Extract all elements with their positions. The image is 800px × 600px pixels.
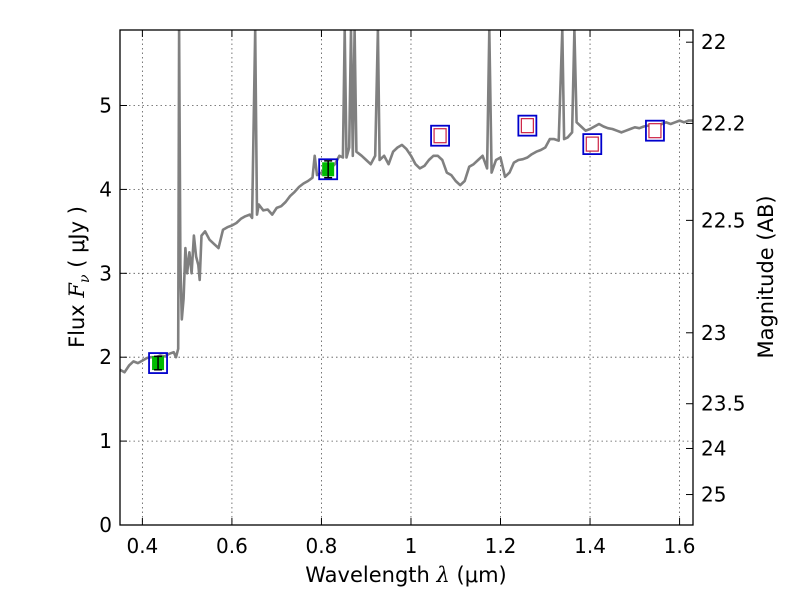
x-axis-label-symbol: λ bbox=[436, 563, 450, 587]
y-tick-label: 4 bbox=[99, 177, 112, 201]
upper-limit-marker bbox=[433, 128, 447, 144]
y2-tick-label: 22 bbox=[701, 30, 726, 54]
y2-tick-label: 25 bbox=[701, 483, 726, 507]
x-tick-label: 1 bbox=[405, 534, 418, 558]
x-axis-label-prefix: Wavelength bbox=[305, 563, 430, 587]
y2-tick-label: 22.2 bbox=[701, 111, 746, 135]
ticks: 0.4 0.6 0.8 1 1.2 1.4 1.60123452222.222.52323.… bbox=[99, 30, 746, 558]
model-photometry-marker bbox=[318, 158, 339, 181]
y2-tick-label: 24 bbox=[701, 436, 726, 460]
y-tick-label: 5 bbox=[99, 94, 112, 118]
y-axis-label-unit: ( μJy ) bbox=[65, 206, 89, 268]
y2-tick-label: 23 bbox=[701, 321, 726, 345]
y-axis-label-subscript: ν bbox=[77, 274, 93, 283]
x-axis-label: Wavelength λ (μm) bbox=[305, 563, 506, 587]
y2-axis-label: Magnitude (AB) bbox=[754, 195, 778, 358]
spectrum-layer bbox=[120, 30, 693, 374]
y2-tick-label: 23.5 bbox=[701, 392, 746, 416]
plot-frame bbox=[119, 29, 694, 526]
photometry-layer bbox=[148, 114, 665, 374]
spectrum-line bbox=[120, 30, 693, 374]
x-tick-label: 1.6 bbox=[664, 534, 696, 558]
y-tick-label: 3 bbox=[99, 261, 112, 285]
y2-tick-label: 22.5 bbox=[701, 208, 746, 232]
grid bbox=[120, 30, 693, 526]
x-tick-label: 0.6 bbox=[216, 534, 248, 558]
upper-limit-marker bbox=[648, 123, 662, 139]
y-axis-label-prefix: Flux bbox=[65, 304, 89, 348]
y-axis-label: Flux Fν ( μJy ) bbox=[65, 206, 93, 348]
y-tick-label: 1 bbox=[99, 429, 112, 453]
x-axis-label-unit: (μm) bbox=[457, 563, 507, 587]
model-photometry-marker bbox=[582, 133, 603, 156]
y-tick-label: 2 bbox=[99, 345, 112, 369]
y-tick-label: 0 bbox=[99, 513, 112, 537]
x-tick-label: 1.4 bbox=[574, 534, 606, 558]
model-photometry-marker bbox=[430, 124, 450, 147]
model-photometry-marker bbox=[645, 119, 665, 142]
upper-limit-marker bbox=[520, 118, 534, 134]
x-tick-label: 0.4 bbox=[126, 534, 158, 558]
model-photometry-marker bbox=[148, 352, 168, 374]
model-photometry-marker bbox=[517, 114, 538, 137]
x-tick-label: 1.2 bbox=[485, 534, 517, 558]
upper-limit-marker bbox=[585, 136, 599, 152]
y-axis-label-symbol: F bbox=[65, 282, 89, 299]
x-tick-label: 0.8 bbox=[306, 534, 338, 558]
